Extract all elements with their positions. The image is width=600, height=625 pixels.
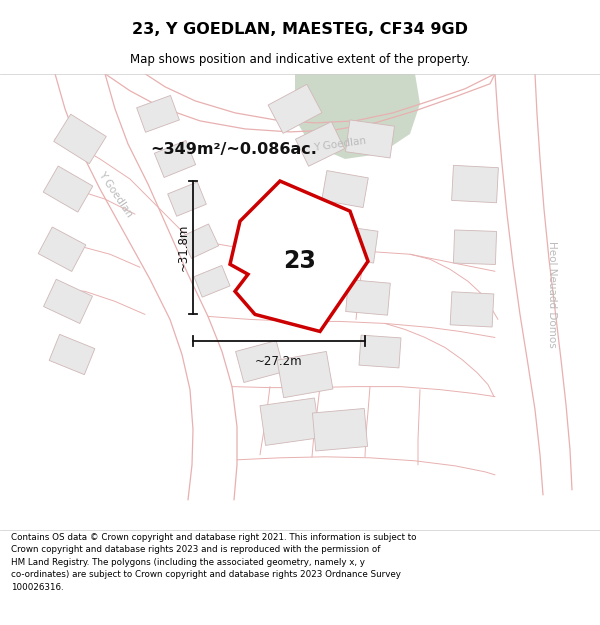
- Polygon shape: [38, 227, 86, 271]
- Text: ~31.8m: ~31.8m: [176, 224, 190, 271]
- Polygon shape: [137, 96, 179, 132]
- Polygon shape: [194, 266, 230, 297]
- Polygon shape: [295, 122, 344, 166]
- Polygon shape: [452, 166, 499, 202]
- Polygon shape: [230, 181, 368, 331]
- Text: Heol Neuadd Domos: Heol Neuadd Domos: [547, 241, 557, 348]
- Text: ~27.2m: ~27.2m: [255, 354, 303, 367]
- Text: 23, Y GOEDLAN, MAESTEG, CF34 9GD: 23, Y GOEDLAN, MAESTEG, CF34 9GD: [132, 22, 468, 37]
- Text: Map shows position and indicative extent of the property.: Map shows position and indicative extent…: [130, 53, 470, 66]
- Polygon shape: [313, 409, 368, 451]
- Text: ~349m²/~0.086ac.: ~349m²/~0.086ac.: [150, 142, 317, 157]
- Polygon shape: [181, 224, 218, 259]
- Polygon shape: [332, 226, 378, 263]
- Text: 23: 23: [284, 249, 316, 273]
- Polygon shape: [43, 166, 93, 212]
- Polygon shape: [44, 279, 92, 324]
- Polygon shape: [268, 84, 322, 133]
- Polygon shape: [450, 292, 494, 327]
- Polygon shape: [154, 141, 196, 177]
- Polygon shape: [346, 279, 391, 315]
- Polygon shape: [236, 341, 284, 382]
- Polygon shape: [49, 334, 95, 374]
- Text: Y Goedlan: Y Goedlan: [313, 135, 367, 152]
- Polygon shape: [322, 171, 368, 208]
- Polygon shape: [454, 230, 497, 264]
- Text: Contains OS data © Crown copyright and database right 2021. This information is : Contains OS data © Crown copyright and d…: [11, 533, 416, 592]
- Polygon shape: [277, 351, 333, 398]
- Polygon shape: [295, 74, 420, 159]
- Polygon shape: [359, 335, 401, 368]
- Polygon shape: [167, 182, 206, 216]
- Polygon shape: [260, 398, 320, 446]
- Polygon shape: [54, 114, 106, 164]
- Text: Y Goedlan: Y Goedlan: [96, 169, 134, 219]
- Polygon shape: [346, 120, 395, 158]
